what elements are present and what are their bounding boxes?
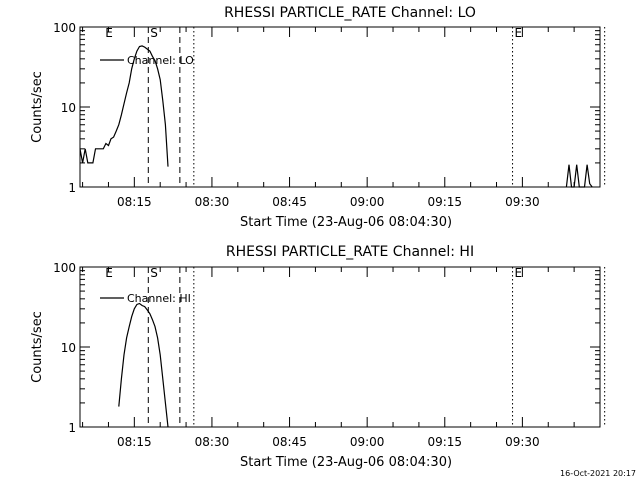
marker-label: E: [105, 26, 113, 40]
y-axis-label: Counts/sec: [30, 311, 45, 383]
chart-panel-lo: RHESSI PARTICLE_RATE Channel: LO Counts/…: [30, 5, 606, 230]
plot-frame: [79, 266, 601, 428]
x-tick-label: 08:30: [195, 435, 230, 449]
series-line: [118, 302, 169, 428]
y-axis-label: Counts/sec: [30, 71, 45, 143]
x-tick-label: 09:30: [505, 195, 540, 209]
timestamp: 16-Oct-2021 20:17: [560, 469, 636, 478]
y-tick-label: 1: [68, 181, 76, 195]
marker-label: E: [515, 26, 523, 40]
x-tick-label: 08:15: [117, 195, 152, 209]
x-tick-label: 09:15: [427, 195, 462, 209]
series-line: [565, 164, 593, 188]
series-lo: [79, 45, 593, 188]
x-ticks: 08:15 08:30 08:45 09:00 09:15 09:30: [82, 27, 575, 209]
y-tick-label: 100: [53, 261, 76, 275]
chart-title: RHESSI PARTICLE_RATE Channel: HI: [226, 244, 474, 260]
y-tick-label: 10: [61, 341, 76, 355]
chart-panel-hi: RHESSI PARTICLE_RATE Channel: HI Counts/…: [30, 244, 606, 470]
series-hi: [118, 302, 169, 428]
x-tick-label: 09:00: [350, 435, 385, 449]
marker-label: E: [515, 266, 523, 280]
chart-title: RHESSI PARTICLE_RATE Channel: LO: [224, 5, 476, 21]
y-tick-label: 100: [53, 21, 76, 35]
x-ticks: 08:15 08:30 08:45 09:00 09:15 09:30: [82, 267, 575, 449]
x-tick-label: 09:15: [427, 435, 462, 449]
legend-entry: Channel: HI: [127, 292, 191, 305]
marker-label: E: [105, 266, 113, 280]
y-tick-label: 1: [68, 421, 76, 435]
x-axis-label: Start Time (23-Aug-06 08:04:30): [240, 455, 452, 470]
y-ticks: 1 10 100: [53, 21, 600, 195]
x-tick-label: 08:15: [117, 435, 152, 449]
x-tick-label: 09:00: [350, 195, 385, 209]
x-tick-label: 08:45: [272, 435, 307, 449]
legend-entry: Channel: LO: [127, 54, 194, 67]
x-tick-label: 08:30: [195, 195, 230, 209]
y-tick-label: 10: [61, 101, 76, 115]
marker-label: S: [150, 266, 158, 280]
x-tick-label: 08:45: [272, 195, 307, 209]
plot-frame: [79, 26, 601, 188]
series-line: [79, 45, 169, 167]
x-tick-label: 09:30: [505, 435, 540, 449]
marker-label: S: [150, 26, 158, 40]
x-axis-label: Start Time (23-Aug-06 08:04:30): [240, 215, 452, 230]
y-ticks: 1 10 100: [53, 261, 600, 435]
